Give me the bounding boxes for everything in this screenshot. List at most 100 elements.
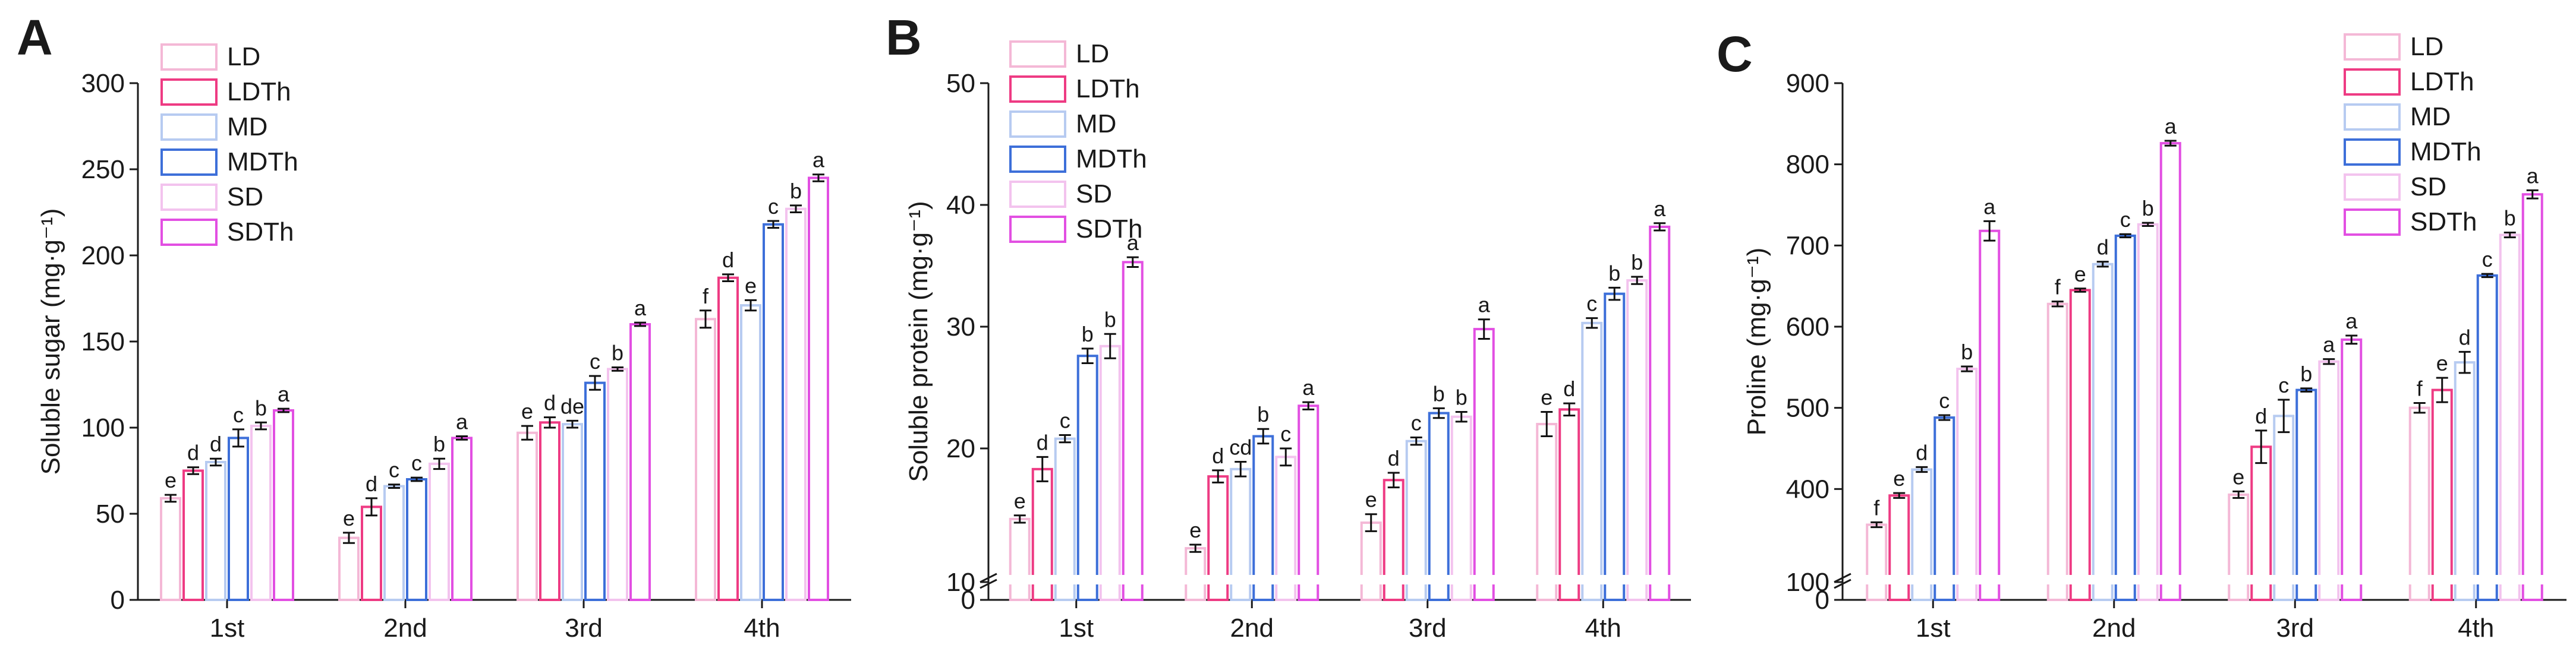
bar-break-gap: [1030, 575, 1054, 584]
bar-break-gap: [2227, 575, 2251, 584]
significance-letter: d: [1916, 440, 1928, 464]
y-tick-label: 100: [81, 413, 125, 442]
bar-sd: [2499, 233, 2521, 602]
significance-letter: cd: [1229, 435, 1252, 460]
bar-ldth: [2069, 289, 2091, 601]
significance-letter: d: [1037, 430, 1048, 454]
legend-label: LD: [2410, 32, 2443, 61]
y-axis-title: Soluble sugar (mg·g⁻¹): [36, 208, 65, 475]
legend-swatch-sd: [160, 184, 218, 211]
bar-sdth: [1473, 328, 1495, 601]
bar-sd: [250, 425, 272, 601]
significance-letter: a: [2165, 114, 2177, 138]
significance-letter: a: [1478, 293, 1491, 317]
bar-ld: [1866, 523, 1888, 602]
bar-md: [562, 423, 583, 601]
x-tick-label: 4th: [744, 614, 780, 643]
bar-ld: [160, 497, 181, 602]
bar-sdth: [1979, 229, 2001, 601]
significance-letter: d: [1563, 377, 1575, 401]
panel-soluble-sugar: A Soluble sugar (mg·g⁻¹) 0 50 100 150 200 250 30…: [17, 10, 851, 643]
significance-letter: b: [612, 341, 623, 365]
y-tick-label: 10: [946, 568, 975, 597]
legend-label: MDTh: [227, 147, 298, 176]
bar-break-gap: [1075, 575, 1100, 584]
bar-break-gap: [1053, 575, 1077, 584]
significance-letter: d: [187, 441, 199, 465]
legend-swatch-md: [2344, 103, 2401, 131]
bar-sdth: [2341, 338, 2363, 601]
significance-letter: c: [233, 403, 244, 427]
bar-mdth: [1604, 292, 1626, 601]
significance-letter: c: [1280, 422, 1291, 446]
significance-letter: d: [366, 472, 377, 496]
significance-letter: d: [1212, 444, 1224, 468]
significance-letter: d: [2097, 235, 2109, 260]
significance-letter: b: [1608, 261, 1620, 285]
significance-letter: a: [1654, 197, 1666, 221]
panel-letter: B: [886, 10, 922, 65]
y-tick-label: 0: [1815, 586, 1829, 615]
significance-letter: d: [722, 248, 734, 272]
legend-swatch-sdth: [1009, 216, 1066, 243]
bar-sd: [1099, 344, 1121, 601]
bar-md: [1054, 437, 1076, 601]
y-axis-title: Soluble protein (mg·g⁻¹): [904, 201, 933, 482]
legend-label: MDTh: [1076, 144, 1147, 173]
bar-break-gap: [1098, 575, 1122, 584]
y-tick-label: 300: [81, 69, 125, 98]
legend-swatch-sdth: [160, 219, 218, 246]
legend-swatch-md: [160, 113, 218, 141]
legend-swatch-ld: [1009, 40, 1066, 68]
bar-sd: [429, 462, 450, 602]
bar-mdth: [1933, 416, 1955, 601]
bar-break-gap: [2068, 575, 2092, 584]
significance-letter: f: [703, 284, 709, 308]
significance-letter: b: [255, 396, 267, 420]
bar-break-gap: [1251, 575, 1276, 584]
significance-letter: e: [2232, 464, 2244, 489]
y-tick-label: 400: [1786, 475, 1829, 504]
bar-ld: [1360, 521, 1382, 601]
bar-mdth: [1428, 412, 1450, 601]
x-tick-label: 2nd: [2092, 614, 2136, 643]
bar-mdth: [2295, 388, 2317, 601]
x-tick-label: 3rd: [2276, 614, 2314, 643]
bar-sdth: [1649, 225, 1671, 601]
bar-break-gap: [1932, 575, 1957, 584]
significance-letter: b: [1961, 340, 1973, 364]
legend-label: SD: [1076, 179, 1112, 208]
significance-letter: b: [1082, 322, 1094, 346]
significance-letter: a: [1983, 194, 1996, 219]
y-tick-label: 200: [81, 241, 125, 270]
significance-letter: d: [210, 432, 222, 456]
x-tick-label: 1st: [1059, 614, 1094, 643]
bar-break-gap: [1955, 575, 1979, 584]
bar-break-gap: [2113, 575, 2137, 584]
significance-letter: a: [813, 148, 825, 172]
bar-mdth: [228, 437, 249, 602]
significance-letter: d: [2459, 325, 2471, 349]
legend-label: SDTh: [1076, 214, 1142, 244]
bar-break-gap: [1120, 575, 1145, 584]
y-tick-label: 150: [81, 327, 125, 356]
panel-letter: C: [1717, 26, 1753, 82]
bar-sdth: [1122, 261, 1144, 602]
bar-break-gap: [1381, 575, 1406, 584]
bar-sd: [1626, 279, 1648, 602]
legend-label: LDTh: [1076, 74, 1140, 103]
legend-swatch-ldth: [1009, 75, 1066, 103]
significance-letter: d: [2255, 404, 2267, 428]
bar-ld: [2046, 302, 2068, 601]
significance-letter: c: [2120, 207, 2131, 232]
bar-sdth: [1298, 404, 1320, 601]
significance-letter: c: [1060, 408, 1070, 432]
bar-break-gap: [2339, 575, 2364, 584]
significance-letter: c: [1586, 292, 1597, 316]
significance-letter: de: [560, 394, 584, 418]
legend-label: SDTh: [2410, 207, 2477, 236]
bar-break-gap: [1472, 575, 1496, 584]
bar-break-gap: [2272, 575, 2296, 584]
bar-sdth: [451, 437, 473, 602]
legend-label: LD: [1076, 39, 1109, 68]
